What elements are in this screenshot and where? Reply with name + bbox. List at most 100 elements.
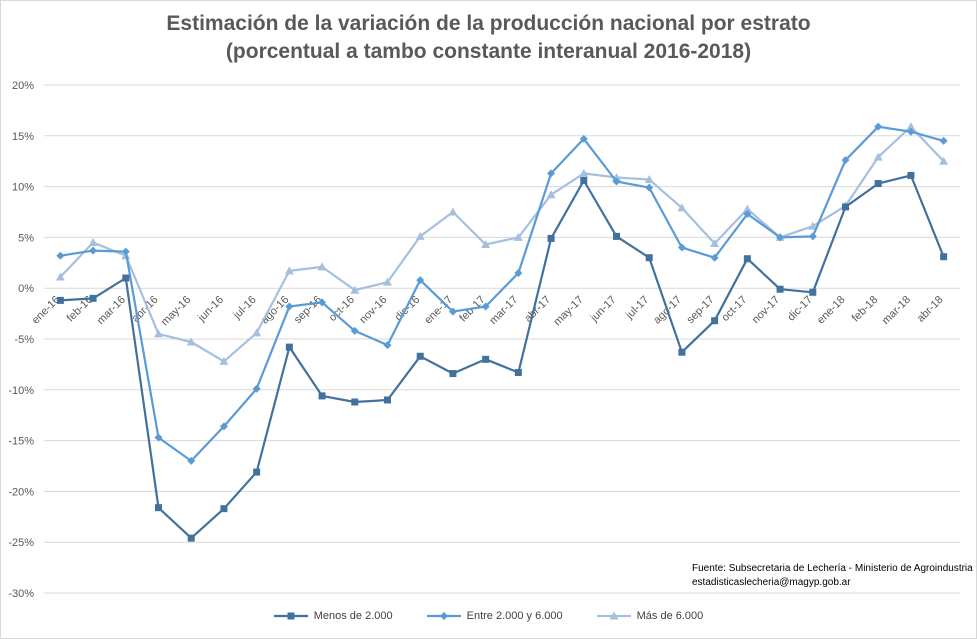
- x-tick-label: dic-17: [785, 294, 815, 324]
- y-tick-label: -30%: [8, 588, 34, 600]
- x-tick-label: ene-18: [815, 294, 848, 327]
- x-tick-label: may-16: [159, 294, 193, 328]
- series-2-point: [383, 341, 392, 350]
- x-tick-label: feb-18: [850, 294, 881, 325]
- x-tick-label: jun-16: [195, 294, 226, 325]
- series-2-point: [874, 122, 883, 131]
- y-tick-label: 15%: [12, 131, 34, 143]
- series-2-point: [776, 233, 785, 242]
- legend-label: Entre 2.000 y 6.000: [466, 610, 563, 622]
- series-1-point: [416, 352, 424, 360]
- y-tick-label: -25%: [8, 537, 34, 549]
- series-2-point: [350, 326, 359, 335]
- x-tick-label: mar-16: [95, 294, 128, 327]
- legend-item: Menos de 2.000: [273, 610, 393, 622]
- x-tick-label: abr-17: [522, 294, 553, 325]
- series-2-point: [841, 156, 850, 165]
- series-1-point: [547, 234, 555, 242]
- series-1-point: [285, 343, 293, 351]
- chart-subtitle: (porcentual a tambo constante interanual…: [225, 40, 752, 63]
- legend-point: [439, 612, 448, 620]
- source-note: Fuente: Subsecretaria de Lechería - Mini…: [692, 562, 973, 590]
- series-1-point: [220, 505, 228, 513]
- legend-swatch: [273, 612, 308, 620]
- y-tick-label: 20%: [12, 80, 34, 92]
- y-tick-label: 10%: [12, 182, 34, 194]
- series-2-point: [187, 456, 196, 465]
- series-1-point: [940, 253, 948, 261]
- series-2-point: [219, 422, 228, 431]
- series-1-point: [678, 348, 686, 356]
- series-3-point: [710, 238, 720, 247]
- series-2-point: [743, 210, 752, 219]
- series-2-point: [906, 127, 915, 136]
- series-2-point: [710, 253, 719, 262]
- y-tick-label: -20%: [8, 486, 34, 498]
- series-3-point: [383, 277, 392, 286]
- series-3-line: [59, 125, 945, 363]
- series-2-point: [645, 183, 654, 192]
- x-tick-label: nov-16: [357, 294, 389, 326]
- series-1-point: [580, 177, 588, 185]
- legend-item: Más de 6.000: [596, 610, 703, 622]
- series-3-point: [677, 203, 687, 212]
- source-line-2: estadisticaslecheria@magyp.gob.ar: [692, 577, 851, 588]
- series-3-point: [579, 168, 589, 177]
- x-tick-label: abr-18: [915, 294, 946, 325]
- series-1-point: [776, 285, 784, 293]
- series-1-point: [351, 398, 359, 406]
- series-1-point: [842, 203, 849, 211]
- series-2-point: [514, 268, 523, 277]
- series-3-point: [88, 237, 98, 246]
- y-tick-label: -15%: [8, 436, 34, 448]
- series-3-point: [939, 156, 949, 165]
- y-tick-label: 5%: [18, 232, 34, 244]
- series-3-point: [284, 266, 294, 275]
- legend-swatch: [426, 612, 461, 620]
- series-1-point: [743, 255, 751, 263]
- series-2-point: [612, 177, 621, 186]
- series-3-point: [873, 152, 883, 161]
- series-2-point: [285, 302, 294, 311]
- x-tick-label: jun-17: [588, 294, 619, 325]
- series-2-point: [416, 276, 425, 285]
- series-3-point: [55, 272, 65, 281]
- series-2-point: [808, 232, 817, 241]
- series-1-point: [318, 392, 326, 400]
- series-3-point: [481, 240, 491, 249]
- series-2-point: [939, 136, 948, 145]
- series-2-point: [121, 247, 130, 256]
- series-3-point: [186, 337, 196, 346]
- series-3-point: [808, 221, 818, 230]
- x-tick-label: jul-17: [623, 294, 651, 322]
- chart-legend: Menos de 2.000 Entre 2.000 y 6.000 Más de …: [0, 610, 977, 622]
- legend-point: [609, 611, 619, 620]
- series-1-point: [122, 274, 130, 282]
- x-tick-label: nov-17: [750, 294, 782, 326]
- series-2-point: [547, 169, 556, 178]
- series-3-point: [154, 329, 163, 338]
- series-1-point: [187, 534, 195, 542]
- x-tick-label: dic-16: [393, 294, 423, 324]
- series-3-point: [546, 190, 556, 199]
- series-1-point: [56, 296, 64, 304]
- series-2-point: [56, 251, 65, 260]
- x-tick-label: may-17: [551, 294, 585, 328]
- series-2-point: [481, 302, 490, 311]
- legend-item: Entre 2.000 y 6.000: [426, 610, 563, 622]
- series-2-point: [579, 134, 588, 143]
- series-1-point: [809, 288, 817, 296]
- x-tick-label: sep-16: [292, 294, 324, 326]
- x-tick-label: oct-17: [719, 294, 749, 324]
- series-1-point: [711, 317, 719, 325]
- legend-point: [287, 612, 295, 620]
- series-1-point: [874, 180, 882, 188]
- series-1-point: [449, 370, 457, 378]
- series-2-point: [89, 246, 98, 255]
- series-3-point: [252, 328, 262, 337]
- legend-swatch: [596, 611, 631, 620]
- series-2-point: [318, 298, 327, 307]
- series-2-point: [677, 243, 686, 252]
- series-3-point: [350, 285, 360, 294]
